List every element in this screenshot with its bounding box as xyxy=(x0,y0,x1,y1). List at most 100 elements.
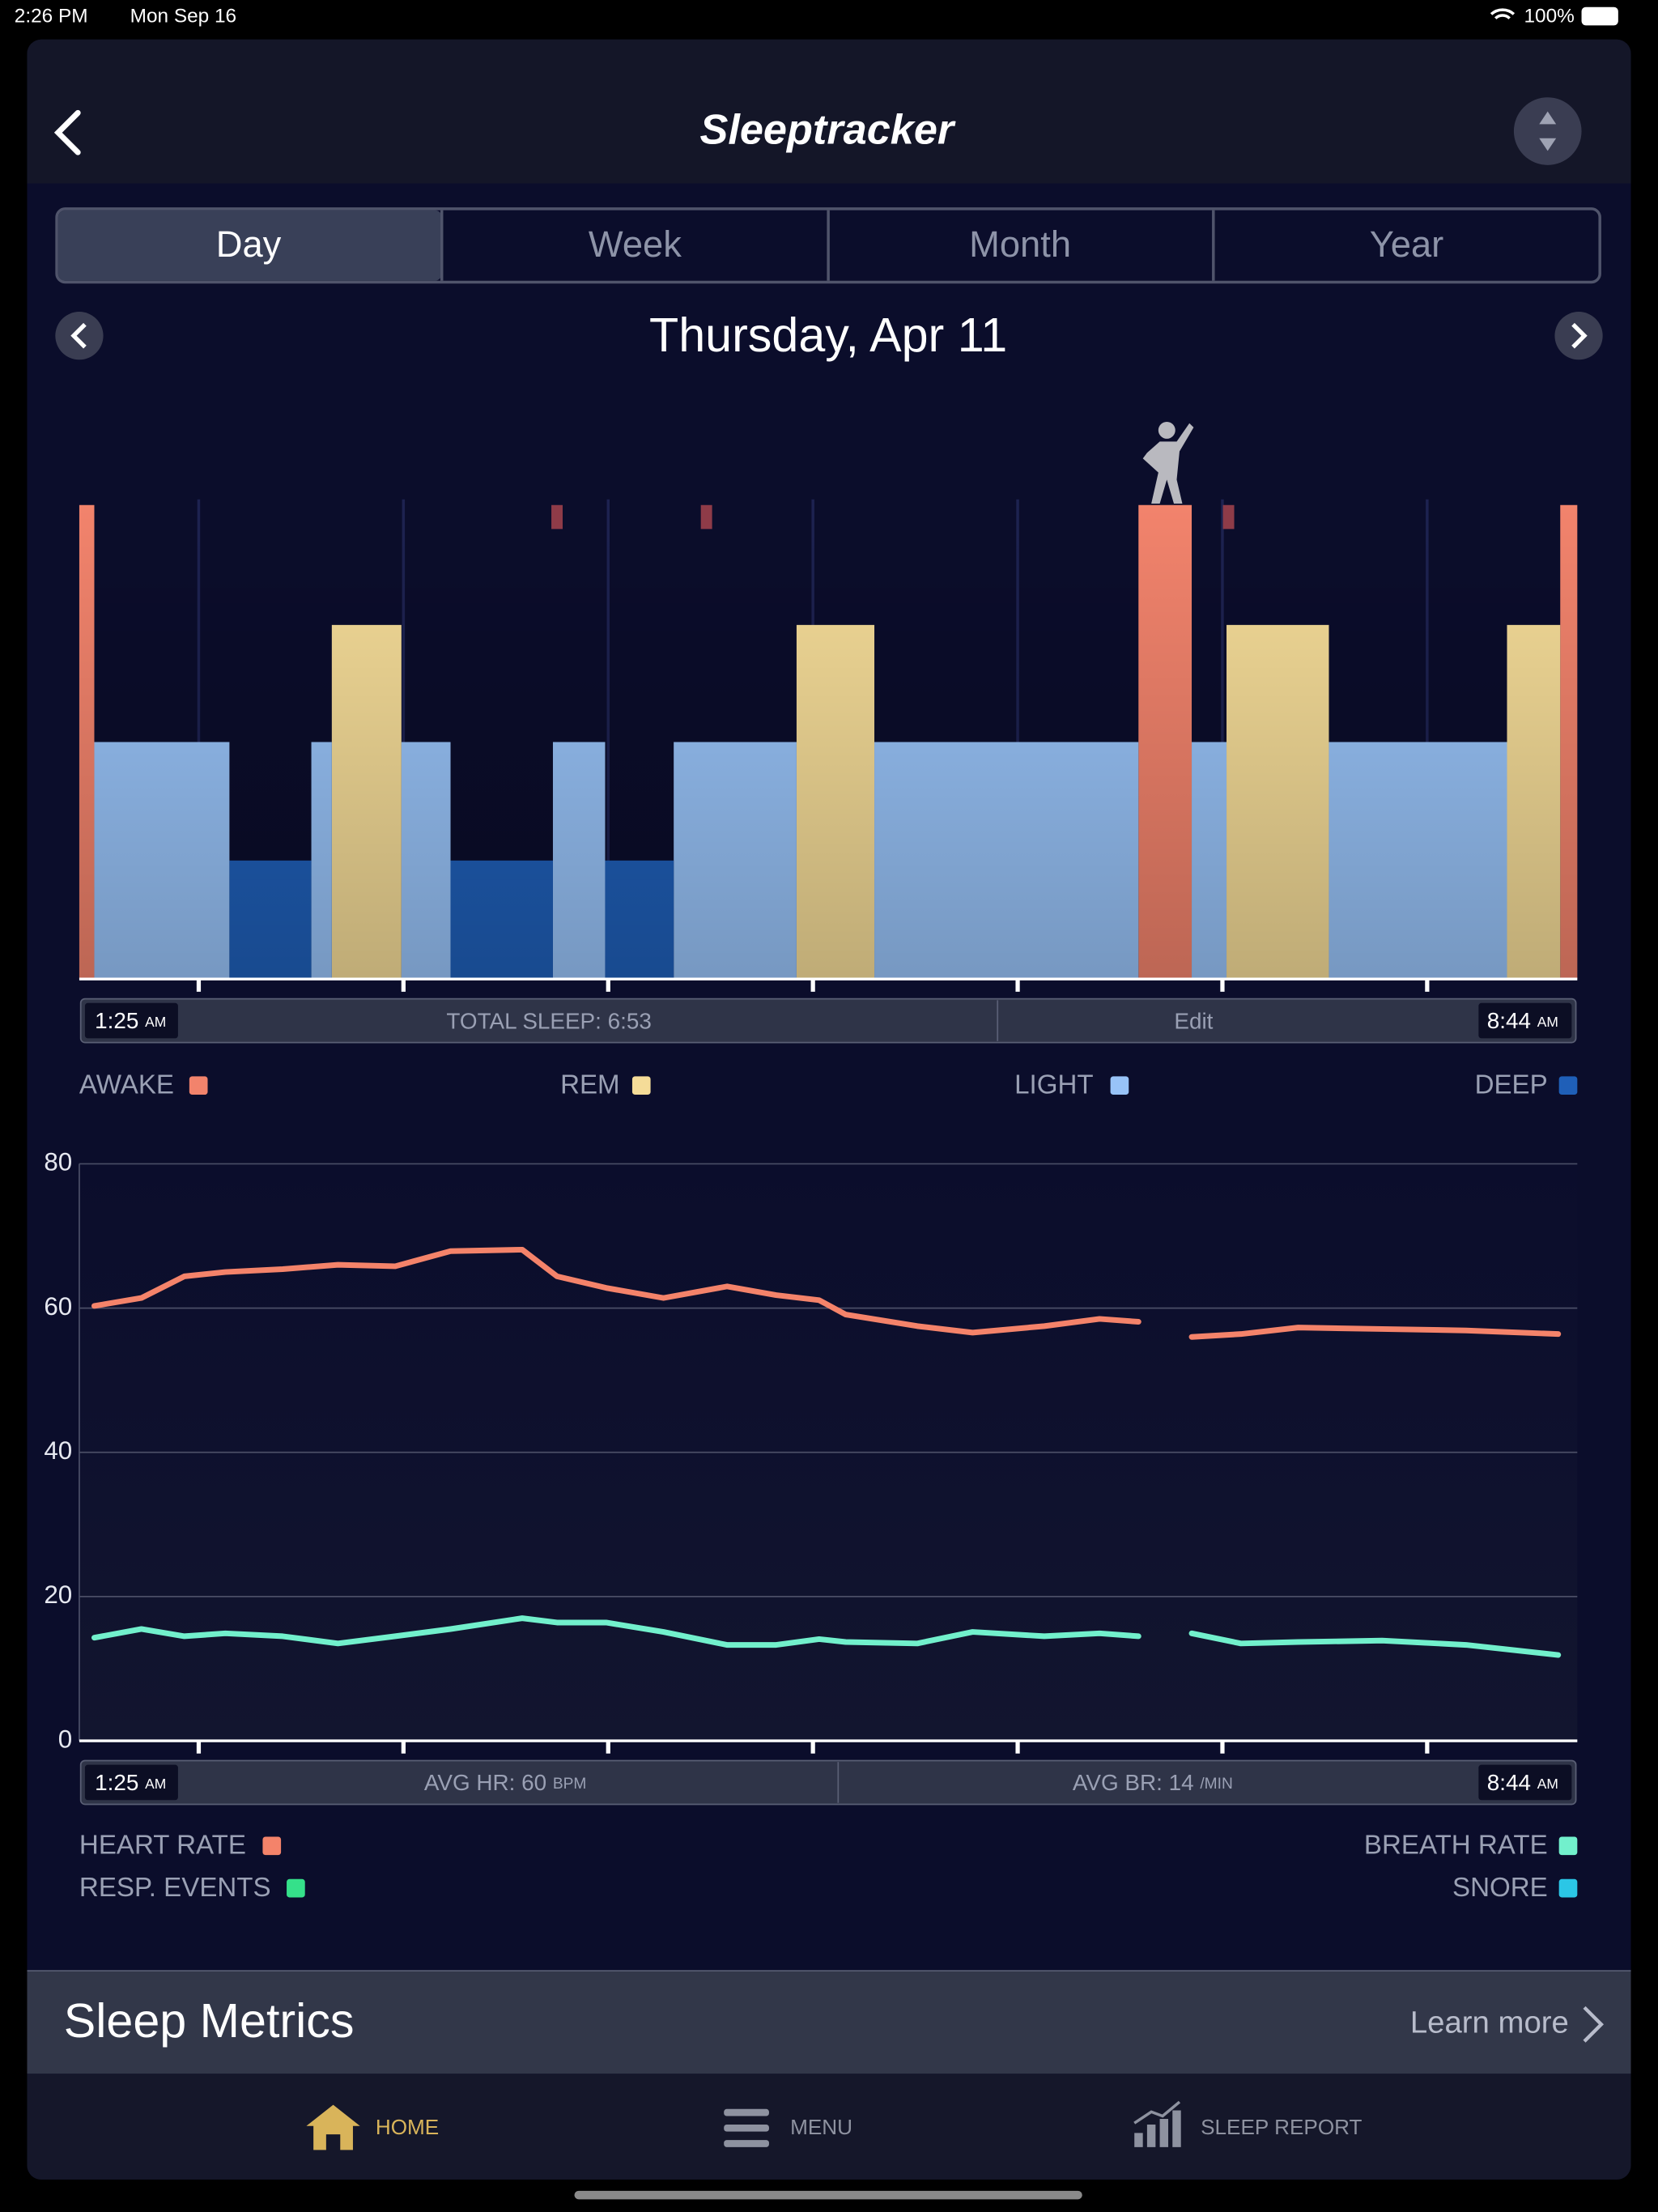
period: AM xyxy=(1537,1014,1558,1030)
series-line xyxy=(91,1246,1562,1340)
tab-selected xyxy=(57,210,442,281)
end-time: 8:44 AM xyxy=(1487,1770,1558,1795)
series-line xyxy=(91,1615,1562,1658)
nav-label: HOME xyxy=(376,2115,439,2139)
battery-icon xyxy=(1581,6,1618,26)
time-box xyxy=(1478,1002,1572,1039)
tab[interactable]: Week xyxy=(589,223,682,265)
learn-more[interactable]: Learn more xyxy=(1410,2005,1569,2040)
learn-more-chevron xyxy=(1583,2006,1605,2043)
end-time: 8:44 AM xyxy=(1487,1009,1558,1034)
event-marker xyxy=(700,504,712,530)
legend-label: REM xyxy=(560,1070,620,1100)
legend-label: SNORE xyxy=(1452,1873,1548,1903)
time: 8:44 xyxy=(1487,1770,1531,1795)
footer-bar xyxy=(79,998,1577,1044)
report-icon xyxy=(1134,2110,1181,2147)
y-tick-label: 60 xyxy=(44,1292,72,1321)
legend-swatch xyxy=(262,1836,282,1856)
sort-button-bg xyxy=(1513,97,1582,165)
home-icon xyxy=(306,2104,360,2150)
figure-body xyxy=(1142,423,1194,504)
time: 1:25 xyxy=(95,1770,138,1795)
legend-swatch xyxy=(287,1878,305,1898)
header-bar xyxy=(27,39,1631,184)
prev-day-bg xyxy=(55,312,104,360)
time: 8:44 xyxy=(1487,1009,1531,1034)
sleep-metrics-row[interactable]: Sleep Metrics Learn more xyxy=(27,1970,1631,2074)
legend-swatch xyxy=(1558,1878,1578,1898)
total-sleep: TOTAL SLEEP: 6:53 xyxy=(446,1009,651,1034)
legend-label: RESP. EVENTS xyxy=(79,1873,271,1903)
legend-label: HEART RATE xyxy=(79,1830,246,1860)
avg-br-value: AVG BR: 14 xyxy=(1073,1770,1194,1795)
nav-report[interactable]: SLEEP REPORT xyxy=(1133,2100,1363,2147)
avg-br: AVG BR: 14 /MIN xyxy=(1073,1770,1233,1795)
legend-label: DEEP xyxy=(1475,1070,1548,1100)
event-marker xyxy=(551,504,563,530)
legend-swatch xyxy=(1558,1836,1578,1856)
status-battery: 100% xyxy=(1524,5,1574,27)
vitals-chart: 0 20 40 60 80 xyxy=(44,1148,1578,1754)
period: AM xyxy=(145,1776,166,1792)
event-marker xyxy=(1222,504,1235,530)
legend-swatch xyxy=(631,1076,651,1095)
footer-bar xyxy=(79,1759,1577,1806)
avg-hr-value: AVG HR: 60 xyxy=(424,1770,546,1795)
hypnogram xyxy=(79,499,1578,992)
time: 1:25 xyxy=(95,1009,138,1034)
menu-icon xyxy=(724,2140,769,2147)
back-button[interactable] xyxy=(53,109,81,155)
period: AM xyxy=(1537,1776,1558,1792)
nav-label: SLEEP REPORT xyxy=(1201,2115,1362,2139)
nav-home[interactable]: HOME xyxy=(306,2104,439,2150)
time-box xyxy=(1478,1764,1572,1801)
prev-day-chevron xyxy=(70,322,87,349)
sort-button[interactable] xyxy=(1513,97,1582,165)
prev-day[interactable] xyxy=(55,312,104,360)
nav-label: MENU xyxy=(790,2115,852,2139)
status-date: Mon Sep 16 xyxy=(130,5,236,27)
wifi-icon xyxy=(1490,8,1516,19)
tab[interactable]: Year xyxy=(1370,223,1444,265)
unit: /MIN xyxy=(1200,1776,1232,1793)
sort-arrows xyxy=(1539,111,1557,151)
tab[interactable]: Day xyxy=(216,223,282,265)
unit: BPM xyxy=(553,1776,587,1793)
legend-label: BREATH RATE xyxy=(1364,1830,1548,1860)
home-indicator xyxy=(574,2190,1082,2200)
start-time: 1:25 AM xyxy=(95,1770,166,1795)
y-tick-label: 0 xyxy=(58,1725,72,1753)
avg-hr: AVG HR: 60 BPM xyxy=(424,1770,586,1795)
metrics-bar xyxy=(27,1971,1631,2074)
nav-menu[interactable]: MENU xyxy=(724,2108,852,2147)
menu-icon xyxy=(724,2108,769,2116)
time-box xyxy=(84,1764,178,1801)
legend-swatch xyxy=(1558,1076,1578,1095)
awake-figure xyxy=(1142,421,1194,504)
status-time: 2:26 PM xyxy=(15,5,88,27)
figure-head xyxy=(1158,421,1175,439)
y-tick-label: 80 xyxy=(44,1148,72,1176)
date-title: Thursday, Apr 11 xyxy=(649,308,1007,362)
vitals-legend: HEART RATE BREATH RATE RESP. EVENTS SNOR… xyxy=(79,1830,1578,1903)
edit-button[interactable]: Edit xyxy=(1174,1009,1213,1034)
tab[interactable]: Month xyxy=(969,223,1071,265)
time-box xyxy=(84,1002,178,1039)
y-tick-label: 20 xyxy=(44,1580,72,1609)
app-title: Sleeptracker xyxy=(699,107,955,154)
next-day-chevron xyxy=(1571,322,1588,349)
start-time: 1:25 AM xyxy=(95,1009,166,1034)
y-tick-label: 40 xyxy=(44,1436,72,1465)
stage-shading xyxy=(79,504,1578,980)
nav-bar xyxy=(27,2074,1631,2180)
vitals-footer: 1:25 AM AVG HR: 60 BPM AVG BR: 14 /MIN 8… xyxy=(79,1759,1577,1806)
menu-icon xyxy=(724,2124,769,2132)
report-icon-line xyxy=(1133,2100,1181,2125)
hypnogram-legend: AWAKE REM LIGHT DEEP xyxy=(79,1070,1578,1100)
next-day[interactable] xyxy=(1554,312,1603,360)
legend-swatch xyxy=(189,1076,208,1095)
